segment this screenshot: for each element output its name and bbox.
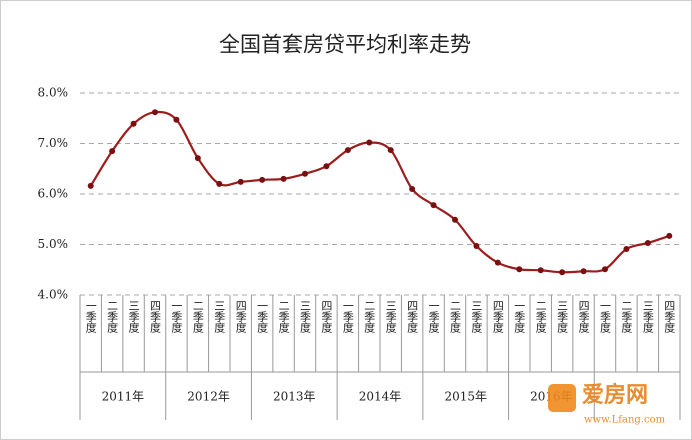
watermark-icon (548, 384, 576, 412)
marker (537, 267, 544, 274)
marker (152, 109, 158, 116)
marker (473, 243, 480, 250)
x-tick-label: 三季度 (299, 300, 312, 334)
x-tick-label: 四季度 (577, 300, 590, 334)
watermark-url: www.Lfang.com (584, 415, 666, 426)
marker (580, 268, 587, 275)
marker (602, 266, 608, 273)
x-tick-label: 三季度 (470, 300, 483, 334)
marker (644, 239, 651, 246)
marker (130, 120, 137, 127)
marker (302, 170, 308, 177)
marker (344, 147, 351, 154)
group-label: 2014年 (359, 390, 402, 404)
x-tick-label: 一季度 (84, 300, 97, 334)
x-tick-label: 二季度 (191, 300, 204, 334)
x-tick-label: 三季度 (556, 300, 569, 334)
marker (559, 269, 566, 276)
marker (387, 147, 394, 154)
marker (516, 266, 523, 273)
x-tick-label: 一季度 (513, 300, 526, 334)
x-tick-label: 一季度 (599, 300, 612, 334)
x-tick-label: 二季度 (363, 300, 376, 334)
x-tick-label: 四季度 (320, 300, 333, 334)
marker (216, 180, 223, 187)
x-tick-label: 一季度 (256, 300, 269, 334)
group-label: 2015年 (444, 390, 487, 404)
x-tick-label: 三季度 (641, 300, 654, 334)
x-tick-label: 一季度 (170, 300, 183, 334)
marker (87, 182, 94, 189)
group-label: 2011年 (102, 390, 145, 404)
watermark-text: 爱房网 (582, 382, 648, 408)
y-tick-label: 6.0% (38, 187, 69, 201)
x-tick-label: 四季度 (663, 300, 676, 334)
chart-title: 全国首套房贷平均利率走势 (219, 33, 471, 57)
x-tick-label: 一季度 (341, 300, 354, 334)
marker (430, 202, 437, 209)
marker (173, 116, 180, 123)
marker (366, 139, 373, 146)
x-tick-label: 三季度 (127, 300, 140, 334)
marker (194, 155, 201, 162)
group-label: 2013年 (273, 390, 316, 404)
x-tick-label: 二季度 (449, 300, 462, 334)
x-tick-label: 二季度 (534, 300, 547, 334)
marker (666, 232, 673, 239)
marker (409, 185, 416, 192)
group-label: 2012年 (187, 390, 230, 404)
marker (109, 148, 116, 155)
x-tick-label: 四季度 (149, 300, 162, 334)
y-tick-label: 4.0% (38, 288, 69, 302)
x-tick-label: 三季度 (384, 300, 397, 334)
x-tick-label: 二季度 (106, 300, 119, 334)
y-tick-label: 7.0% (38, 136, 69, 150)
line (89, 110, 670, 274)
marker (323, 163, 330, 170)
x-tick-label: 三季度 (213, 300, 226, 334)
x-tick-label: 四季度 (234, 300, 247, 334)
marker (452, 216, 458, 223)
x-tick-label: 二季度 (620, 300, 633, 334)
marker (280, 175, 287, 182)
x-tick-label: 四季度 (491, 300, 504, 334)
marker (259, 176, 266, 183)
marker (237, 178, 244, 185)
marker (494, 259, 501, 266)
marker (623, 246, 630, 253)
x-tick-label: 四季度 (406, 300, 419, 334)
y-tick-label: 8.0% (38, 86, 69, 100)
x-tick-label: 一季度 (427, 300, 440, 334)
x-tick-label: 二季度 (277, 300, 290, 334)
y-tick-label: 5.0% (38, 237, 69, 251)
